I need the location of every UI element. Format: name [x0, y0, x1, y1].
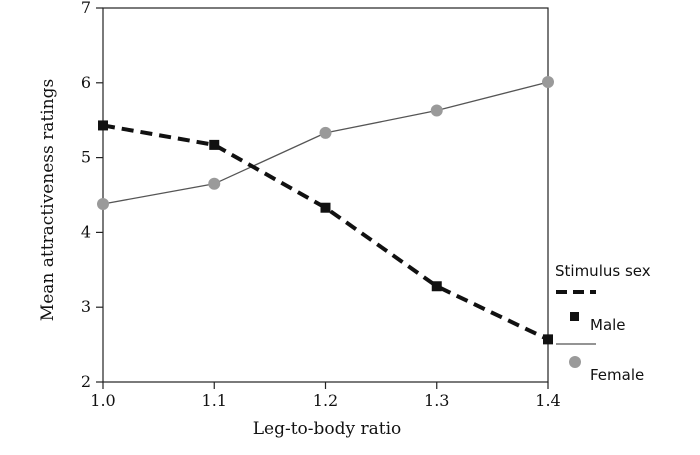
legend-female-marker	[569, 356, 581, 368]
x-axis: 1.0 1.1 1.2 1.3 1.4	[90, 382, 561, 410]
data-point-male	[98, 120, 108, 131]
data-point-female	[319, 126, 332, 139]
y-tick-label: 2	[81, 372, 91, 391]
y-tick-label: 7	[81, 0, 91, 17]
legend-female-label: Female	[590, 366, 644, 384]
y-axis: 2 3 4 5 6 7	[81, 0, 103, 391]
x-tick-label: 1.2	[313, 391, 338, 410]
data-point-female	[430, 104, 443, 117]
data-point-male	[320, 202, 331, 213]
data-point-male	[543, 334, 553, 345]
data-point-male	[431, 281, 442, 292]
plot-frame	[102, 7, 549, 383]
x-tick-label: 1.4	[535, 391, 560, 410]
series-male-line	[102, 123, 549, 342]
y-axis-title: Mean attractiveness ratings	[38, 79, 58, 321]
x-axis-title: Leg-to-body ratio	[253, 419, 402, 439]
x-tick-label: 1.1	[202, 391, 227, 410]
y-tick-label: 6	[81, 73, 91, 92]
y-tick-label: 4	[81, 222, 91, 241]
series-layer	[97, 76, 554, 345]
y-tick-label: 3	[81, 297, 91, 316]
data-point-female	[97, 197, 109, 210]
x-tick-label: 1.3	[424, 391, 449, 410]
plot-border	[102, 7, 549, 383]
y-tick-label: 5	[81, 148, 91, 167]
legend: Stimulus sex Male Female	[555, 262, 651, 384]
x-tick-label: 1.0	[90, 391, 115, 410]
data-point-female	[208, 177, 221, 190]
legend-title: Stimulus sex	[555, 262, 651, 280]
legend-male-marker	[570, 312, 579, 321]
series-female-line	[102, 81, 549, 205]
legend-male-label: Male	[590, 316, 626, 334]
data-point-female	[542, 76, 554, 89]
data-point-male	[209, 139, 220, 150]
